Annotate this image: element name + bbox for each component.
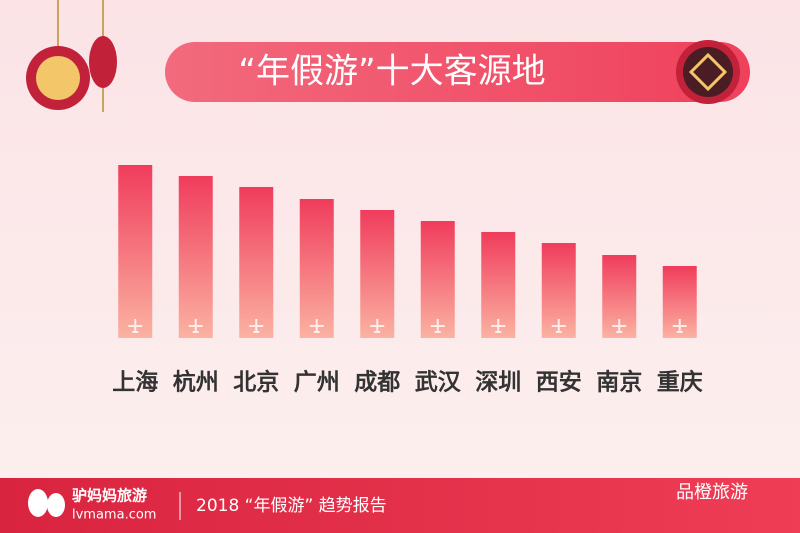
bar [360, 210, 395, 338]
plane-icon [672, 319, 687, 333]
bar [178, 176, 213, 338]
plane-icon [491, 319, 506, 333]
lanterns [26, 0, 117, 112]
x-tick-label: 北京 [233, 369, 279, 396]
footer-brand: 驴妈妈旅游 [72, 487, 147, 505]
x-tick-label: 西安 [536, 369, 582, 396]
plane-icon [249, 319, 264, 333]
logo [28, 489, 65, 517]
footer-bar [0, 478, 800, 533]
chart-title: “年假游”十大客源地 [238, 52, 545, 92]
footer-report: 2018 “年假游” 趋势报告 [196, 496, 387, 516]
plane-icon [128, 319, 143, 333]
x-tick-label: 重庆 [657, 369, 703, 396]
x-tick-label: 上海 [112, 369, 158, 396]
plane-icon [551, 319, 566, 333]
plane-icon [188, 319, 203, 333]
bar [299, 199, 334, 338]
bar [118, 165, 153, 338]
knot-emblem [676, 40, 740, 104]
plane-icon [430, 319, 445, 333]
bar [420, 221, 455, 338]
x-tick-label: 深圳 [475, 370, 521, 396]
plane-icon [612, 319, 627, 333]
footer-site: lvmama.com [72, 508, 156, 523]
watermark: 品橙旅游 [676, 482, 748, 503]
title-banner [165, 42, 750, 102]
x-tick-label: 南京 [596, 369, 642, 396]
x-tick-label: 广州 [294, 369, 340, 396]
x-tick-label: 成都 [354, 370, 400, 396]
x-tick-label: 杭州 [173, 369, 219, 396]
bar [239, 187, 274, 338]
x-tick-label: 武汉 [415, 370, 462, 396]
plane-icon [309, 319, 324, 333]
plane-icon [370, 319, 385, 333]
